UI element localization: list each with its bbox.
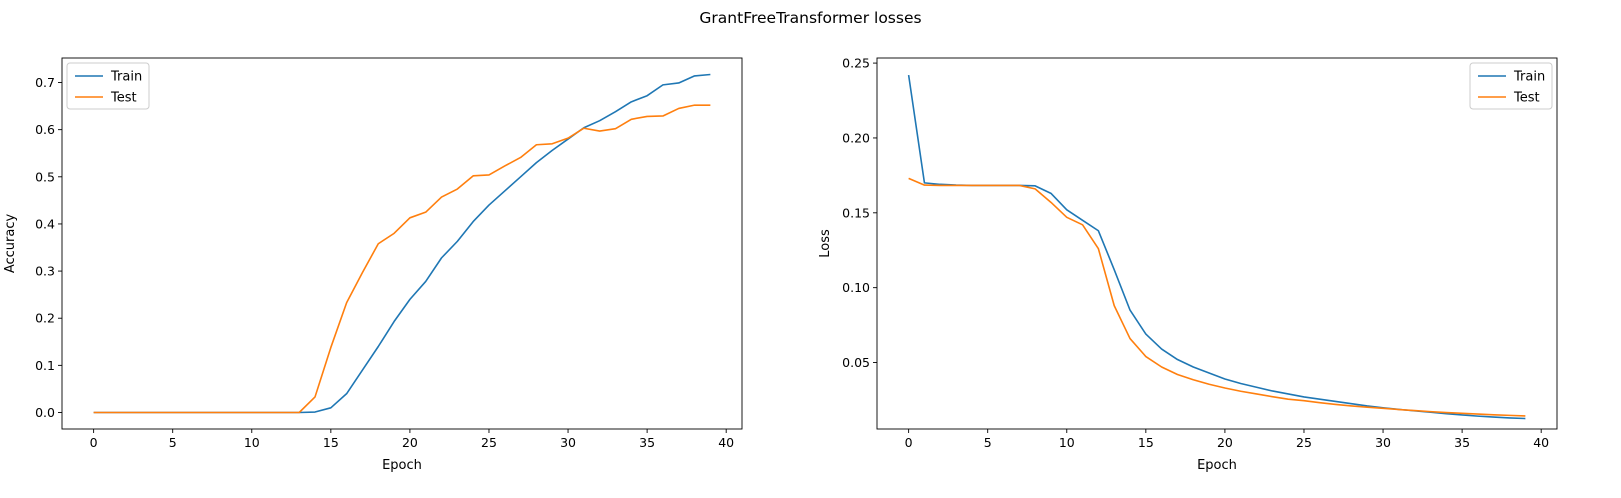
legend: Train Test	[66, 62, 150, 110]
series-line-test	[908, 177, 1526, 417]
series-line-train	[93, 73, 711, 414]
legend-label-test: Test	[110, 91, 137, 106]
x-tick-label: 35	[1454, 435, 1470, 450]
y-tick-label: 0.15	[842, 205, 870, 220]
figure-title: GrantFreeTransformer losses	[699, 9, 921, 27]
x-tick-label: 10	[244, 435, 260, 450]
series-line-train	[907, 74, 1526, 420]
y-tick-label: 0.05	[842, 355, 870, 370]
x-tick-label: 10	[1059, 435, 1075, 450]
x-tick-label: 40	[718, 435, 734, 450]
axes-frame	[61, 57, 743, 430]
y-tick-label: 0.7	[35, 75, 55, 90]
y-tick-label: 0.5	[35, 169, 55, 184]
axes-frame	[876, 57, 1558, 430]
y-tick-label: 0.0	[35, 405, 55, 420]
y-axis-label: Accuracy	[3, 214, 18, 274]
y-axis-label: Loss	[818, 229, 833, 258]
x-tick-label: 40	[1533, 435, 1549, 450]
x-tick-label: 0	[905, 435, 913, 450]
y-tick-label: 0.6	[35, 122, 55, 137]
legend-label-train: Train	[110, 70, 142, 85]
x-tick-label: 30	[1375, 435, 1391, 450]
x-axis-label: Epoch	[382, 458, 422, 473]
y-tick-label: 0.4	[35, 216, 55, 231]
y-tick-label: 0.3	[35, 264, 55, 279]
legend-label-train: Train	[1513, 70, 1545, 85]
x-tick-label: 20	[1217, 435, 1233, 450]
x-tick-label: 15	[323, 435, 339, 450]
x-axis-label: Epoch	[1197, 458, 1237, 473]
x-tick-label: 15	[1138, 435, 1154, 450]
x-tick-label: 20	[402, 435, 418, 450]
x-tick-label: 5	[169, 435, 177, 450]
chart-panel-1: 0 5 10 15 20 25 30 35 40 0.0 0.1 0.2 0.3 0.4 0.5 0.6 0.7…	[3, 57, 743, 473]
y-tick-label: 0.25	[842, 56, 870, 71]
legend-label-test: Test	[1513, 91, 1540, 106]
x-tick-label: 5	[984, 435, 992, 450]
chart-panel-2: 0 5 10 15 20 25 30 35 40 0.05 0.10 0.15 0.20 0.25 Epoc…	[818, 56, 1558, 473]
legend: Train Test	[1469, 62, 1553, 110]
y-tick-label: 0.20	[842, 130, 870, 145]
y-tick-label: 0.2	[35, 311, 55, 326]
y-tick-label: 0.10	[842, 280, 870, 295]
x-tick-label: 30	[560, 435, 576, 450]
x-tick-label: 0	[90, 435, 98, 450]
x-tick-label: 35	[639, 435, 655, 450]
y-tick-label: 0.1	[35, 358, 55, 373]
x-tick-label: 25	[1296, 435, 1312, 450]
series-line-test	[93, 104, 711, 414]
x-tick-label: 25	[481, 435, 497, 450]
